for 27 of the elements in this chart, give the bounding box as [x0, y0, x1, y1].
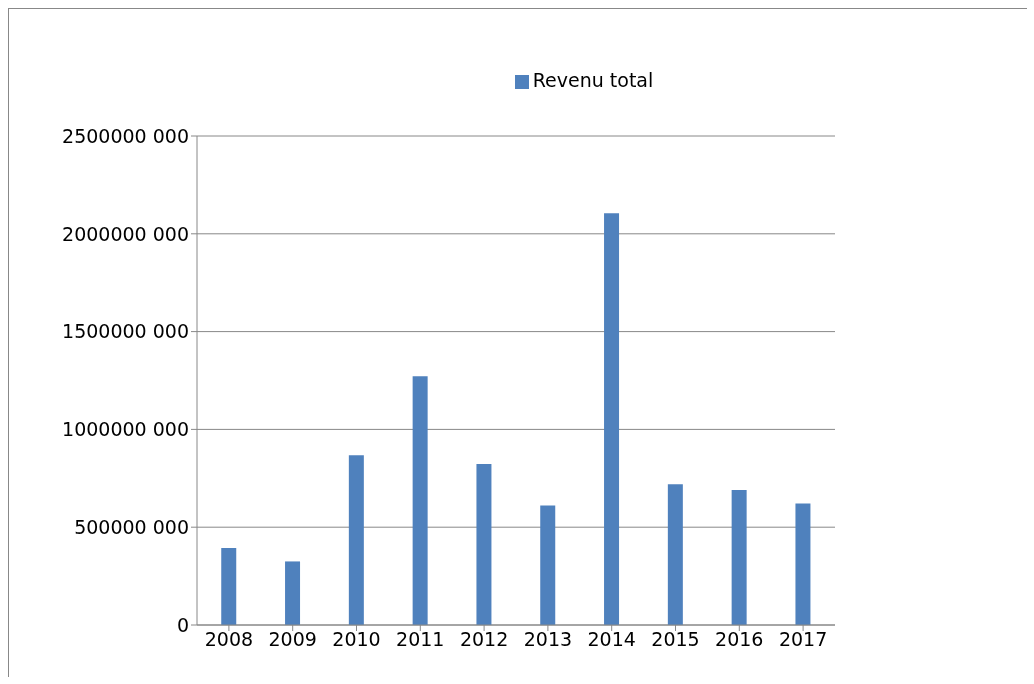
x-tick-label: 2010	[332, 628, 381, 651]
x-tick-label: 2014	[587, 628, 636, 651]
x-tick-label: 2015	[651, 628, 700, 651]
x-tick-label: 2013	[523, 628, 573, 651]
legend-label: Revenu total	[532, 69, 654, 91]
x-tick-label: 2012	[459, 628, 509, 651]
x-tick-label: 2009	[268, 628, 317, 651]
x-tick-label: 2017	[778, 628, 828, 651]
bar	[731, 490, 747, 625]
bar	[604, 213, 620, 625]
bar	[285, 561, 301, 625]
x-tick-label: 2011	[396, 628, 445, 651]
x-tick-label: 2008	[204, 628, 254, 651]
bar	[221, 547, 237, 625]
bar	[667, 484, 683, 625]
bar	[348, 455, 364, 625]
y-tick-label: 1000000 000	[62, 418, 189, 441]
y-tick-label: 2000000 000	[62, 222, 189, 245]
bar	[540, 505, 556, 625]
y-tick-label: 2500000 000	[62, 124, 189, 147]
x-tick-label: 2016	[715, 628, 764, 651]
y-tick-label: 0	[176, 613, 189, 636]
bar	[412, 376, 428, 625]
y-tick-label: 1500000 000	[62, 320, 189, 343]
bar	[476, 464, 492, 625]
y-tick-label: 500000 000	[74, 515, 189, 538]
bar	[795, 503, 811, 625]
